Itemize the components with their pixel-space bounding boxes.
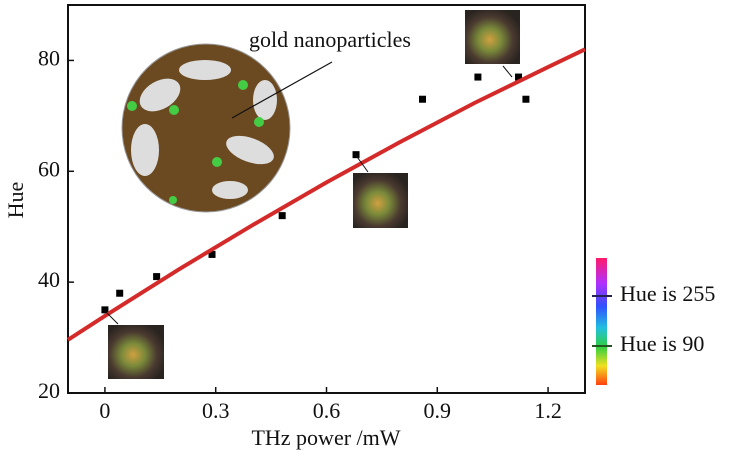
data-point	[522, 95, 530, 103]
y-tick-label: 80	[38, 45, 60, 70]
camera-insets	[103, 10, 520, 379]
hue-colorbar	[596, 258, 607, 385]
data-point	[208, 250, 216, 258]
annotation: Hue is 90	[620, 331, 704, 356]
data-point	[278, 212, 286, 220]
data-point	[101, 306, 109, 314]
x-tick-label: 0.6	[313, 398, 341, 423]
data-point	[474, 73, 482, 81]
x-tick-label: 0	[99, 398, 110, 423]
y-axis-label: Hue	[3, 182, 28, 219]
nanoparticle-illustration	[121, 43, 333, 213]
x-tick-label: 0.3	[202, 398, 230, 423]
x-tick-label: 1.2	[534, 398, 562, 423]
y-tick-label: 40	[38, 267, 60, 292]
data-point	[515, 73, 523, 81]
y-tick-label: 60	[38, 156, 60, 181]
fit-curve	[66, 47, 586, 342]
x-tick-label: 0.9	[424, 398, 452, 423]
y-tick-label: 20	[38, 378, 60, 403]
x-axis-label: THz power /mW	[251, 425, 400, 450]
annotation: gold nanoparticles	[249, 27, 411, 52]
data-point	[153, 273, 161, 281]
annotation: Hue is 255	[620, 281, 715, 306]
data-point	[116, 289, 124, 297]
data-point	[419, 95, 427, 103]
